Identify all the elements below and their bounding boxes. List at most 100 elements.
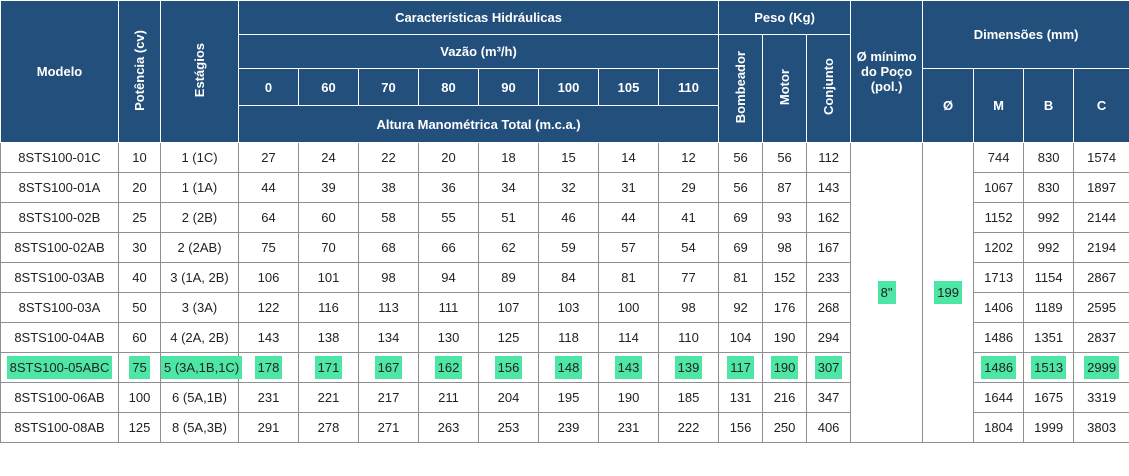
table-row: 8STS100-08AB 125 8 (5A,3B) 291 278 271 263 253 2… xyxy=(0,412,1129,443)
cell-peso-bombeador: 69 xyxy=(718,202,764,233)
cell-altura: 116 xyxy=(298,292,359,323)
table-row: 8STS100-01A 20 1 (1A) 44 39 38 36 34 32 31 29 56 87 1… xyxy=(0,172,1129,203)
cell-potencia: 50 xyxy=(118,292,161,323)
cell-altura: 20 xyxy=(418,142,479,173)
cell-dim-m: 1713 xyxy=(973,262,1025,293)
cell-dim-b: 1513 xyxy=(1023,352,1075,383)
cell-altura: 253 xyxy=(478,412,539,443)
cell-dim-m: 1152 xyxy=(973,202,1025,233)
cell-altura: 113 xyxy=(358,292,419,323)
header-vazao-value: 70 xyxy=(358,68,419,106)
cell-peso-bombeador: 131 xyxy=(718,382,764,413)
cell-altura: 39 xyxy=(298,172,359,203)
cell-modelo: 8STS100-01A xyxy=(0,172,119,203)
cell-dim-c: 1574 xyxy=(1073,142,1129,173)
cell-altura: 231 xyxy=(598,412,659,443)
cell-altura: 100 xyxy=(598,292,659,323)
cell-altura: 278 xyxy=(298,412,359,443)
cell-peso-conjunto: 307 xyxy=(806,352,852,383)
highlight-mark: 190 xyxy=(770,356,799,379)
cell-estagios: 2 (2AB) xyxy=(160,232,239,263)
header-vazao-value: 105 xyxy=(598,68,659,106)
cell-peso-conjunto: 268 xyxy=(806,292,852,323)
cell-altura: 101 xyxy=(298,262,359,293)
cell-altura: 143 xyxy=(598,352,659,383)
table-row: 8STS100-05ABC 75 5 (3A,1B,1C) 178 171 167 162 1… xyxy=(0,352,1129,383)
cell-altura: 34 xyxy=(478,172,539,203)
header-dim-c: C xyxy=(1073,68,1129,143)
cell-altura: 58 xyxy=(358,202,419,233)
cell-altura: 134 xyxy=(358,322,419,353)
header-vazao-value: 110 xyxy=(657,68,720,106)
highlight-mark: 143 xyxy=(614,356,643,379)
cell-altura: 81 xyxy=(598,262,659,293)
cell-peso-motor: 87 xyxy=(762,172,808,203)
cell-potencia: 25 xyxy=(118,202,161,233)
cell-altura: 148 xyxy=(538,352,599,383)
cell-dim-c: 2144 xyxy=(1073,202,1129,233)
cell-dim-m: 1406 xyxy=(973,292,1025,323)
cell-altura: 118 xyxy=(538,322,599,353)
cell-estagios: 4 (2A, 2B) xyxy=(160,322,239,353)
highlight-mark: 2999 xyxy=(1084,356,1120,379)
cell-potencia: 30 xyxy=(118,232,161,263)
cell-modelo: 8STS100-06AB xyxy=(0,382,119,413)
cell-altura: 171 xyxy=(298,352,359,383)
highlight-mark: 307 xyxy=(814,356,843,379)
cell-diametro-poco: 8" xyxy=(850,142,924,443)
highlight-mark: 8STS100-05ABC xyxy=(6,356,113,379)
cell-altura: 27 xyxy=(238,142,299,173)
table-row: 8STS100-02B 25 2 (2B) 64 60 58 55 51 46 44 41 69 93 1… xyxy=(0,202,1129,233)
cell-potencia: 10 xyxy=(118,142,161,173)
cell-altura: 98 xyxy=(657,292,720,323)
cell-peso-bombeador: 117 xyxy=(718,352,764,383)
cell-altura: 239 xyxy=(538,412,599,443)
header-dim-diametro: Ø xyxy=(922,68,975,143)
cell-altura: 231 xyxy=(238,382,299,413)
header-dimensoes: Dimensões (mm) xyxy=(922,0,1129,69)
cell-peso-conjunto: 406 xyxy=(806,412,852,443)
cell-altura: 114 xyxy=(598,322,659,353)
highlight-mark: 5 (3A,1B,1C) xyxy=(161,356,243,379)
header-estagios: Estágios xyxy=(160,0,239,143)
cell-altura: 38 xyxy=(358,172,419,203)
header-motor: Motor xyxy=(762,34,808,143)
highlight-mark: 156 xyxy=(494,356,523,379)
cell-dim-c: 2999 xyxy=(1073,352,1129,383)
header-vazao-value: 100 xyxy=(538,68,599,106)
cell-altura: 167 xyxy=(358,352,419,383)
cell-dim-b: 1675 xyxy=(1023,382,1075,413)
cell-peso-motor: 250 xyxy=(762,412,808,443)
cell-altura: 57 xyxy=(598,232,659,263)
cell-potencia: 60 xyxy=(118,322,161,353)
cell-altura: 110 xyxy=(657,322,720,353)
cell-altura: 46 xyxy=(538,202,599,233)
header-peso: Peso (Kg) xyxy=(718,0,852,35)
header-vazao-value: 80 xyxy=(418,68,479,106)
cell-peso-bombeador: 56 xyxy=(718,172,764,203)
header-vazao-value: 0 xyxy=(238,68,299,106)
cell-modelo: 8STS100-02AB xyxy=(0,232,119,263)
cell-potencia: 125 xyxy=(118,412,161,443)
cell-altura: 178 xyxy=(238,352,299,383)
highlight-mark: 75 xyxy=(129,356,150,379)
cell-altura: 64 xyxy=(238,202,299,233)
cell-altura: 190 xyxy=(598,382,659,413)
highlight-mark: 167 xyxy=(374,356,403,379)
cell-altura: 263 xyxy=(418,412,479,443)
cell-altura: 111 xyxy=(418,292,479,323)
cell-altura: 51 xyxy=(478,202,539,233)
cell-estagios: 5 (3A,1B,1C) xyxy=(160,352,243,383)
cell-modelo: 8STS100-02B xyxy=(0,202,119,233)
cell-estagios: 2 (2B) xyxy=(160,202,239,233)
cell-peso-motor: 93 xyxy=(762,202,808,233)
cell-altura: 291 xyxy=(238,412,299,443)
cell-altura: 195 xyxy=(538,382,599,413)
cell-peso-conjunto: 294 xyxy=(806,322,852,353)
cell-dim-m: 1202 xyxy=(973,232,1025,263)
cell-estagios: 6 (5A,1B) xyxy=(160,382,239,413)
cell-altura: 59 xyxy=(538,232,599,263)
highlight-mark: 139 xyxy=(674,356,703,379)
cell-altura: 66 xyxy=(418,232,479,263)
table-row: 8STS100-03AB 40 3 (1A, 2B) 106 101 98 94 89 84 81… xyxy=(0,262,1129,293)
